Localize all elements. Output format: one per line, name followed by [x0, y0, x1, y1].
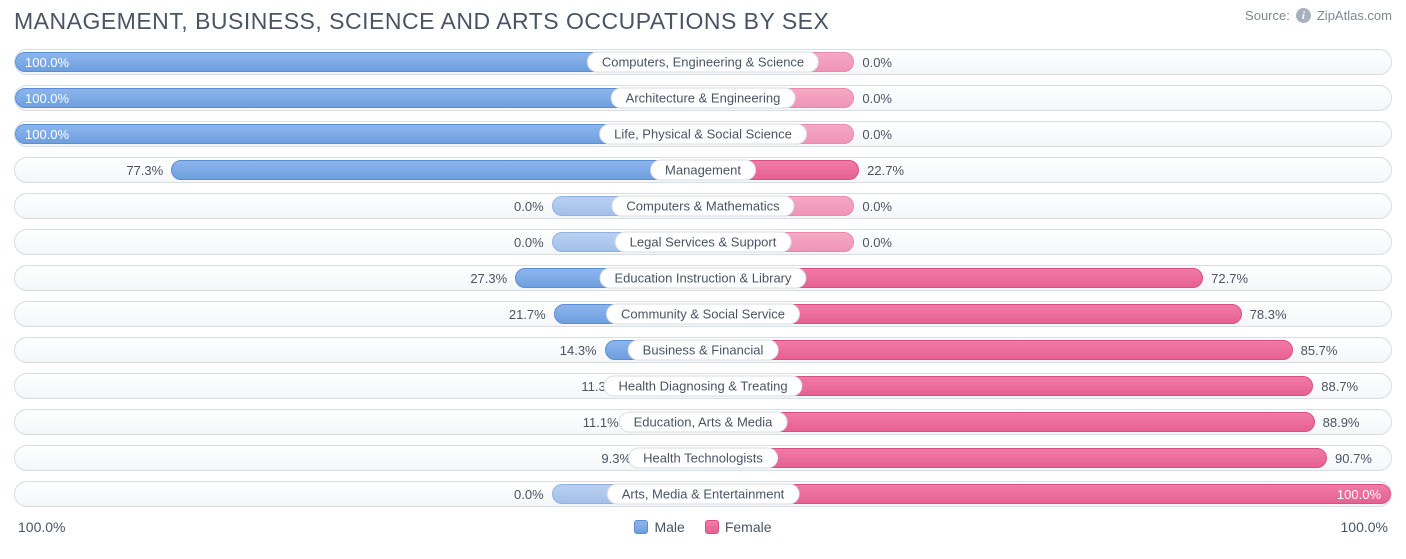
male-bar	[171, 160, 703, 180]
chart-header: MANAGEMENT, BUSINESS, SCIENCE AND ARTS O…	[14, 8, 1392, 35]
legend-swatch-female	[705, 520, 719, 534]
category-label: Health Diagnosing & Treating	[603, 376, 802, 397]
female-value-label: 0.0%	[862, 86, 892, 110]
female-value-label: 88.9%	[1323, 410, 1360, 434]
axis-row: 100.0% Male Female 100.0%	[14, 517, 1392, 535]
male-value-label: 100.0%	[25, 86, 69, 110]
table-row: 0.0% 0.0% Legal Services & Support	[14, 229, 1392, 255]
female-value-label: 0.0%	[862, 194, 892, 218]
category-label: Education, Arts & Media	[619, 412, 788, 433]
category-label: Computers, Engineering & Science	[587, 52, 819, 73]
female-value-label: 90.7%	[1335, 446, 1372, 470]
legend: Male Female	[634, 519, 771, 535]
male-value-label: 0.0%	[514, 230, 544, 254]
category-label: Arts, Media & Entertainment	[607, 484, 800, 505]
source-name: ZipAtlas.com	[1317, 8, 1392, 23]
category-label: Community & Social Service	[606, 304, 800, 325]
female-value-label: 22.7%	[867, 158, 904, 182]
male-value-label: 27.3%	[470, 266, 507, 290]
male-value-label: 11.1%	[583, 410, 619, 434]
table-row: 100.0% 0.0% Computers, Engineering & Scien…	[14, 49, 1392, 75]
category-label: Architecture & Engineering	[611, 88, 796, 109]
category-label: Business & Financial	[628, 340, 779, 361]
female-value-label: 72.7%	[1211, 266, 1248, 290]
source-prefix: Source:	[1245, 8, 1290, 23]
female-value-label: 85.7%	[1301, 338, 1338, 362]
table-row: 11.3%88.7%Health Diagnosing & Treating	[14, 373, 1392, 399]
male-value-label: 0.0%	[514, 194, 544, 218]
table-row: 9.3% 90.7% Health Technologists	[14, 445, 1392, 471]
female-value-label: 0.0%	[862, 122, 892, 146]
male-value-label: 21.7%	[509, 302, 546, 326]
table-row: 27.3% 72.7% Education Instruction & Librar…	[14, 265, 1392, 291]
info-icon: i	[1296, 8, 1311, 23]
category-label: Life, Physical & Social Science	[599, 124, 807, 145]
female-bar	[703, 340, 1293, 360]
category-label: Education Instruction & Library	[599, 268, 806, 289]
table-row: 0.0% 0.0% Computers & Mathematics	[14, 193, 1392, 219]
female-bar	[703, 412, 1315, 432]
chart-source: Source: i ZipAtlas.com	[1245, 8, 1392, 23]
table-row: 0.0% 100.0% Arts, Media & Entertainment	[14, 481, 1392, 507]
legend-label-male: Male	[654, 519, 684, 535]
table-row: 21.7% 78.3% Community & Social Service	[14, 301, 1392, 327]
female-value-label: 0.0%	[862, 50, 892, 74]
female-value-label: 78.3%	[1250, 302, 1287, 326]
category-label: Management	[650, 160, 756, 181]
female-value-label: 88.7%	[1321, 374, 1358, 398]
female-bar	[703, 484, 1391, 504]
female-bar	[703, 448, 1327, 468]
female-value-label: 100.0%	[1337, 482, 1381, 506]
male-value-label: 77.3%	[126, 158, 163, 182]
legend-item-female: Female	[705, 519, 772, 535]
table-row: 100.0% 0.0% Life, Physical & Social Scienc…	[14, 121, 1392, 147]
axis-right-label: 100.0%	[1341, 519, 1388, 535]
category-label: Computers & Mathematics	[611, 196, 794, 217]
category-label: Health Technologists	[628, 448, 778, 469]
legend-item-male: Male	[634, 519, 684, 535]
female-value-label: 0.0%	[862, 230, 892, 254]
category-label: Legal Services & Support	[615, 232, 792, 253]
bars-area: 100.0% 0.0% Computers, Engineering & Scien…	[14, 49, 1392, 507]
male-bar	[15, 88, 703, 108]
table-row: 14.3% 85.7% Business & Financial	[14, 337, 1392, 363]
male-value-label: 100.0%	[25, 50, 69, 74]
table-row: 77.3% 22.7% Management	[14, 157, 1392, 183]
male-value-label: 0.0%	[514, 482, 544, 506]
legend-label-female: Female	[725, 519, 772, 535]
male-value-label: 100.0%	[25, 122, 69, 146]
axis-left-label: 100.0%	[18, 519, 65, 535]
legend-swatch-male	[634, 520, 648, 534]
male-value-label: 14.3%	[560, 338, 597, 362]
chart-title: MANAGEMENT, BUSINESS, SCIENCE AND ARTS O…	[14, 8, 829, 35]
table-row: 11.1% 88.9% Education, Arts & Media	[14, 409, 1392, 435]
chart-container: MANAGEMENT, BUSINESS, SCIENCE AND ARTS O…	[0, 0, 1406, 545]
male-value-label: 9.3%	[601, 446, 631, 470]
table-row: 100.0% 0.0% Architecture & Engineering	[14, 85, 1392, 111]
